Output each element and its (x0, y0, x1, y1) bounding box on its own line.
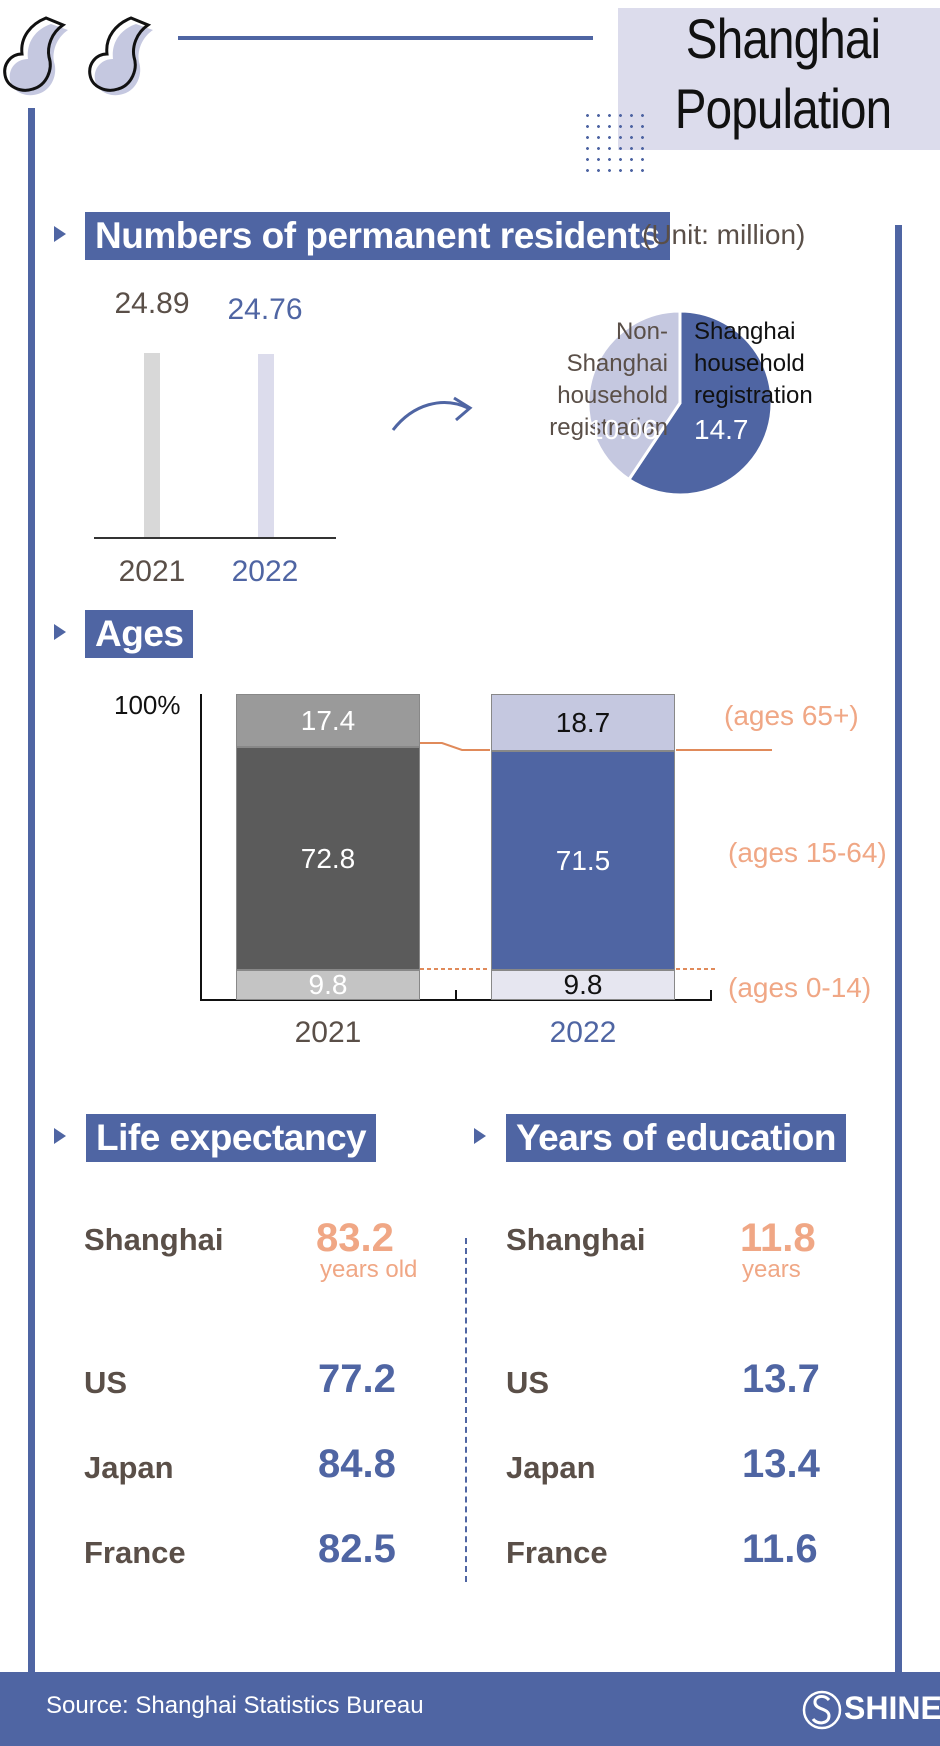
life-row-unit: years old (320, 1256, 418, 1283)
pie-value-shanghai: 14.7 (694, 414, 749, 445)
life-heading: Life expectancy (86, 1114, 377, 1162)
edu-row-name: France (506, 1535, 608, 1570)
dot-grid-decoration (582, 110, 648, 176)
edu-row-value: 11.8 (740, 1216, 816, 1260)
stacked-segment-label: 18.7 (555, 706, 611, 738)
frame-right-border (895, 225, 902, 1680)
life-row-value: 84.8 (318, 1442, 396, 1486)
pie-value-non-shanghai: 10.06 (588, 414, 659, 445)
pie-label-line: Shanghai (694, 318, 796, 345)
ages-heading: Ages (85, 610, 194, 658)
stacked-bar-2021: 9.8 72.8 17.4 (236, 694, 420, 1000)
source-note: Source: Shanghai Statistics Bureau (46, 1692, 424, 1719)
stacked-segment-label: 72.8 (300, 842, 356, 874)
residents-heading: Numbers of permanent residents (85, 212, 670, 260)
column-divider (465, 1238, 467, 1582)
ages-axis-tick (455, 990, 457, 1000)
pie-slice (586, 309, 682, 482)
footer-bar (0, 1672, 940, 1746)
residents-bar-chart: 24.89 24.76 2021 2022 (90, 285, 340, 588)
stacked-segment-label: 71.5 (555, 844, 611, 876)
life-row-name: US (84, 1365, 128, 1400)
page-title: Shanghai Population (650, 4, 917, 144)
section-arrow-icon (54, 226, 66, 242)
edu-row-value: 11.6 (742, 1527, 818, 1571)
life-row-name: France (84, 1535, 186, 1570)
stacked-bar-2022: 9.8 71.5 18.7 (491, 694, 675, 1000)
bar-value-label: 24.89 (114, 287, 190, 320)
pie-label-line: household (694, 350, 805, 377)
stacked-segment: 9.8 (236, 969, 420, 1001)
band-connector-line (420, 742, 772, 751)
edu-row-name: Japan (506, 1450, 596, 1485)
title-line-1: Shanghai (685, 7, 881, 70)
ages-65-label: (ages 65+) (724, 700, 859, 731)
title-line-2: Population (674, 77, 892, 140)
stacked-segment-label: 9.8 (563, 969, 603, 1001)
section-arrow-icon (54, 624, 66, 640)
stacked-segment: 9.8 (491, 969, 675, 1001)
bar-value-label: 24.76 (227, 293, 303, 326)
bar-category-label: 2022 (231, 555, 299, 588)
ages-axis-top-label: 100% (114, 690, 181, 720)
ages-x-axis (200, 999, 712, 1001)
shine-logo-text: SHINE (844, 1690, 940, 1726)
section-arrow-icon (474, 1128, 486, 1144)
header-rule (178, 36, 593, 40)
residents-unit: (Unit: million) (642, 219, 806, 250)
ages-15-64-label: (ages 15-64) (728, 837, 887, 868)
curved-arrow-icon (391, 396, 473, 431)
pie-label-shanghai: Shanghai household registration (694, 316, 834, 412)
pie-label-line: registration (549, 414, 668, 441)
stacked-segment-label: 9.8 (308, 969, 348, 1001)
edu-row-value: 13.4 (742, 1442, 820, 1486)
pie-label-line: registration (694, 382, 813, 409)
bar-2021 (144, 352, 160, 537)
pie-label-non-shanghai: Non-Shanghai household registration (520, 316, 668, 444)
ages-0-14-label: (ages 0-14) (728, 972, 872, 1003)
pie-slice (626, 309, 774, 497)
edu-row-name: US (506, 1365, 550, 1400)
education-heading: Years of education (506, 1114, 846, 1162)
edu-row-name: Shanghai (506, 1222, 646, 1257)
life-row-name: Japan (84, 1450, 174, 1485)
registration-pie-chart (586, 309, 774, 497)
bar-category-label: 2021 (118, 555, 186, 588)
bar-2022 (258, 353, 274, 537)
section-arrow-icon (54, 1128, 66, 1144)
edu-row-unit: years (742, 1256, 801, 1283)
bar-axis-line (94, 537, 336, 539)
life-row-value: 83.2 (316, 1216, 394, 1260)
stacked-segment: 72.8 (236, 747, 420, 971)
ages-axis-tick (710, 990, 712, 1000)
frame-left-border (28, 108, 35, 1680)
stacked-segment-label: 17.4 (300, 704, 356, 736)
stacked-segment: 17.4 (236, 694, 420, 748)
pie-label-line: Non-Shanghai (566, 318, 668, 377)
pie-label-line: household (557, 382, 668, 409)
band-dashed-line (420, 968, 716, 970)
title-box (618, 8, 940, 150)
ages-category-label: 2021 (294, 1016, 362, 1049)
edu-row-value: 13.7 (742, 1357, 820, 1401)
stacked-segment: 18.7 (491, 694, 675, 752)
shine-logo-icon (802, 1690, 842, 1730)
ages-category-label: 2022 (549, 1016, 617, 1049)
life-row-value: 77.2 (318, 1357, 396, 1401)
stacked-segment: 71.5 (491, 751, 675, 971)
ages-y-axis (200, 694, 202, 1000)
life-row-name: Shanghai (84, 1222, 224, 1257)
life-row-value: 82.5 (318, 1527, 396, 1571)
quote-marks-icon (3, 16, 153, 96)
